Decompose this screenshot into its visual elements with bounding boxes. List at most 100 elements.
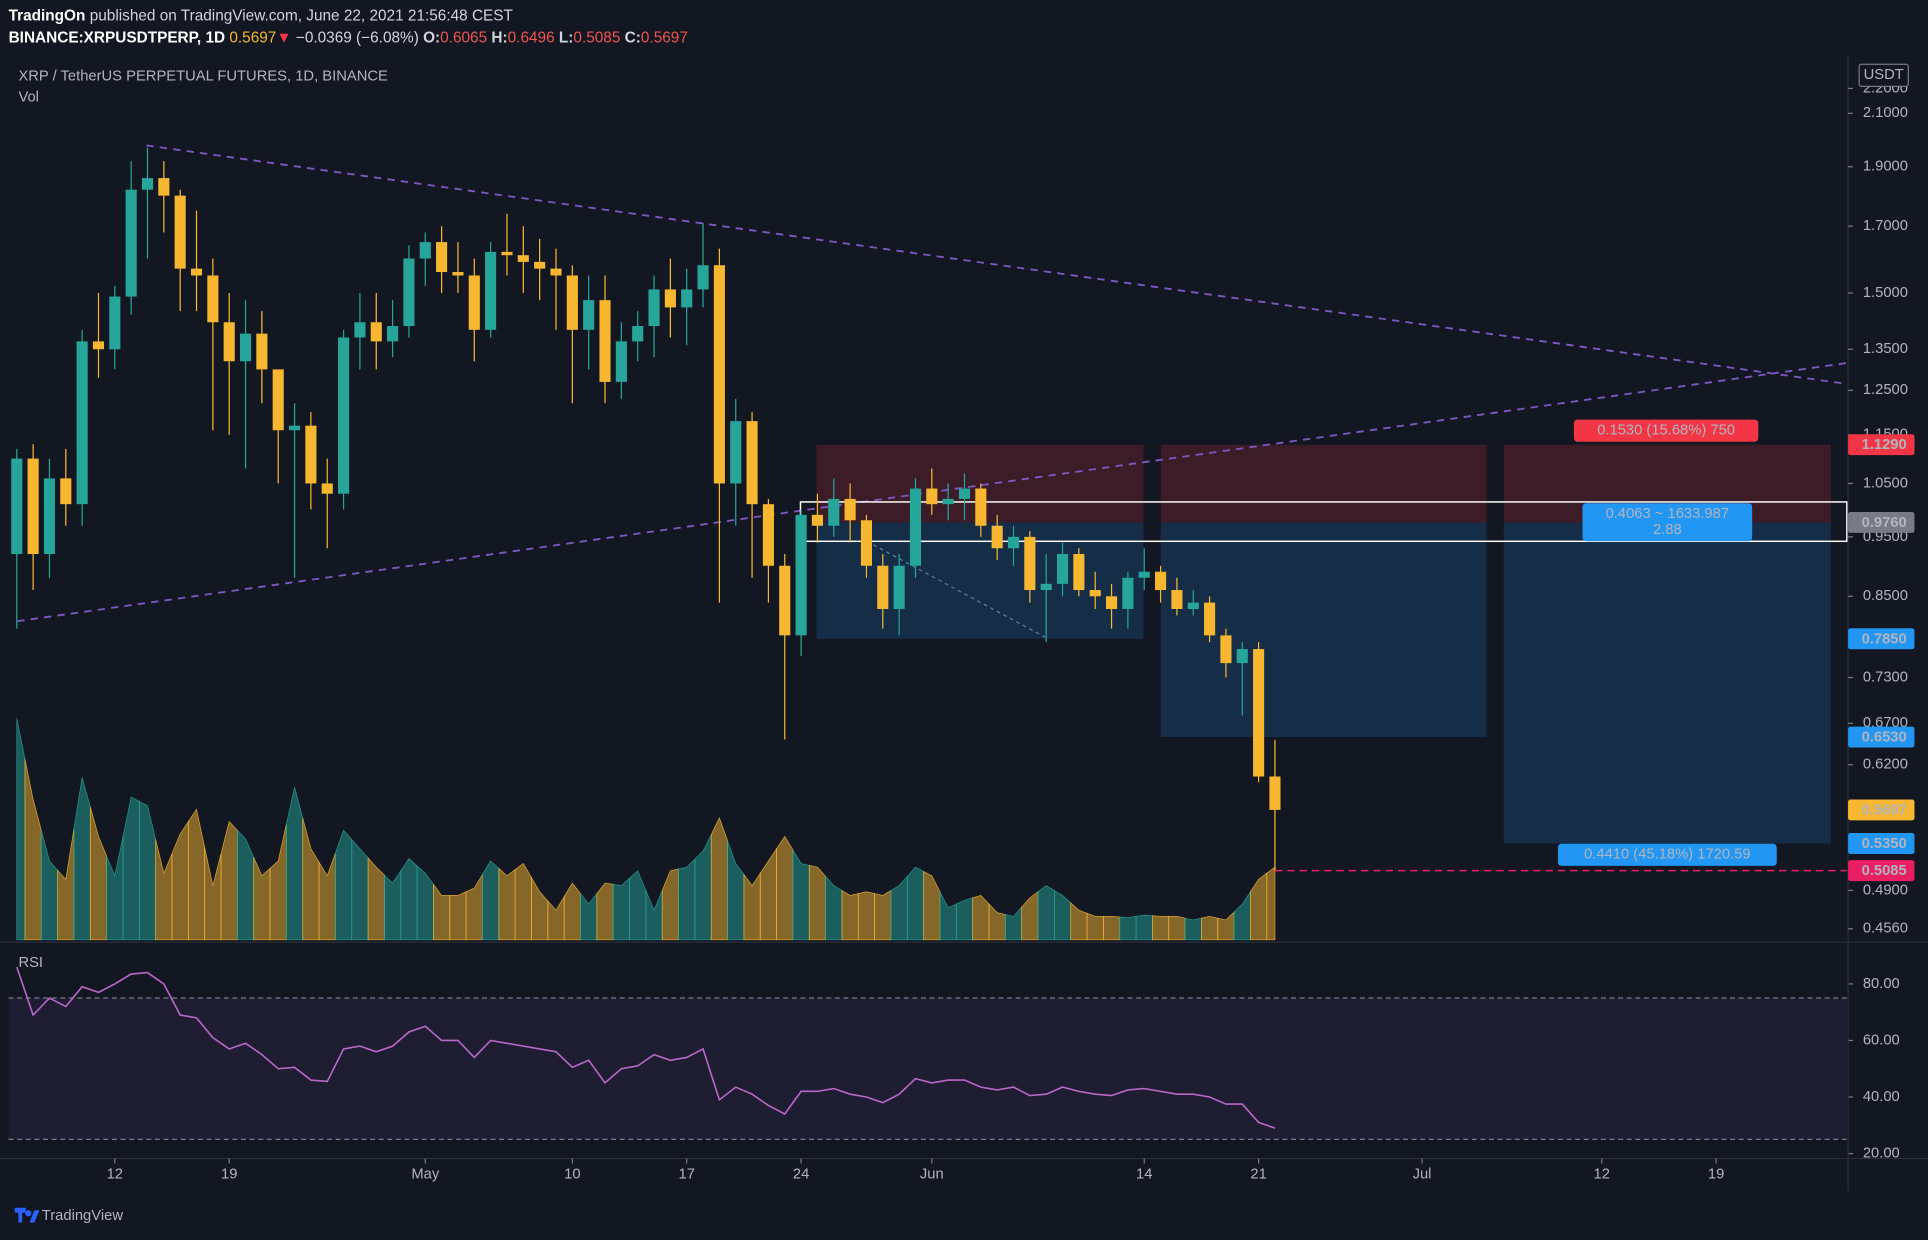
volume-area xyxy=(16,718,26,941)
volume-area xyxy=(808,864,826,941)
rsi-legend: RSI xyxy=(18,955,43,971)
volume-area xyxy=(1184,917,1202,941)
volume-area xyxy=(204,847,222,941)
volume-area xyxy=(874,889,892,941)
candle-body xyxy=(681,289,693,308)
y-tick-label: 0.6200 xyxy=(1863,757,1908,773)
candle-body xyxy=(615,341,627,382)
candle-body xyxy=(125,189,137,297)
candle-body xyxy=(1269,776,1281,810)
candle-body xyxy=(1253,649,1265,777)
candle-body xyxy=(141,178,154,190)
candle-body xyxy=(354,322,366,338)
annotation-text: 0.1530 (15.68%) 750 xyxy=(1597,423,1735,439)
volume-area xyxy=(433,883,451,941)
price-badges: USDT 1.1290 0.9760 0.7850 0.6530 0.5697 0.535… xyxy=(1848,63,1915,882)
currency: USDT xyxy=(1864,67,1904,83)
volume-area xyxy=(1086,912,1104,941)
rsi-tick-label: 20.00 xyxy=(1863,1145,1900,1161)
volume-area xyxy=(1168,915,1186,941)
price-badge xyxy=(1848,512,1915,533)
brand: TradingView xyxy=(42,1208,124,1224)
y-tick-label: 1.3500 xyxy=(1863,341,1908,357)
candle-body xyxy=(877,565,889,609)
volume-area xyxy=(1119,915,1137,941)
annotation-text: 0.4063 ~ 1633.987 xyxy=(1606,506,1729,522)
annotations: 0.1530 (15.68%) 750 0.4063 ~ 1633.9872.88… xyxy=(1557,419,1777,866)
candle-body xyxy=(1155,571,1167,591)
candle-body xyxy=(1089,590,1101,597)
annotation-text: 2.88 xyxy=(1653,522,1682,538)
annotation-box xyxy=(1582,503,1753,542)
logo xyxy=(14,1207,40,1223)
volume-area xyxy=(73,777,91,941)
y-tick-label: 0.4900 xyxy=(1863,882,1908,898)
candle-body xyxy=(975,488,987,526)
currency-box xyxy=(1858,63,1909,87)
volume-area xyxy=(1152,915,1170,941)
candle-body xyxy=(1105,596,1118,609)
author: TradingOn xyxy=(9,7,86,24)
volume-area xyxy=(24,758,42,941)
volume-area xyxy=(661,868,679,941)
rsi-tick-label: 60.00 xyxy=(1863,1032,1900,1048)
candle-body xyxy=(1138,571,1150,578)
volume-area xyxy=(759,847,777,941)
candle-body xyxy=(1024,536,1036,591)
volume-area xyxy=(40,830,58,941)
candle-body xyxy=(713,265,725,484)
x-tick-label: Jun xyxy=(920,1166,944,1182)
volume-area xyxy=(906,866,925,941)
volume-area xyxy=(857,891,875,941)
volume-area xyxy=(1070,901,1088,941)
candle-body xyxy=(239,333,252,362)
candle-body xyxy=(289,425,301,431)
price-badge xyxy=(1848,726,1915,748)
volume-area xyxy=(122,796,140,941)
volume-area xyxy=(629,870,647,941)
volume-area xyxy=(236,829,255,941)
x-tick-label: 24 xyxy=(793,1166,809,1182)
rsi-tick-label: 80.00 xyxy=(1863,976,1900,992)
ohlc-value: 0.5697 xyxy=(641,29,688,46)
price-badge-label: 0.7850 xyxy=(1862,631,1907,647)
volume-area xyxy=(1021,891,1039,941)
target-zone xyxy=(1503,522,1831,844)
volume-area xyxy=(106,836,124,941)
y-tick-label: 1.5000 xyxy=(1863,285,1908,301)
candle-body xyxy=(1007,536,1020,549)
position-layer xyxy=(816,444,1831,844)
volume-area xyxy=(1135,914,1153,941)
candle-body xyxy=(92,341,105,350)
candle-body xyxy=(76,341,88,505)
candle-body xyxy=(730,421,742,484)
candle-body xyxy=(43,478,56,555)
volume-area xyxy=(318,852,336,941)
candle-body xyxy=(534,261,546,269)
y-tick-label: 2.1000 xyxy=(1863,105,1908,121)
trend-line xyxy=(146,144,1847,385)
candle-body xyxy=(762,504,774,566)
candle-body xyxy=(1056,554,1069,584)
candle-body xyxy=(893,565,905,609)
price-badge xyxy=(1848,799,1915,821)
candle-body xyxy=(223,322,235,362)
candle-body xyxy=(844,498,856,521)
annotation-box xyxy=(1573,419,1759,442)
candles xyxy=(11,147,1847,872)
symbol: BINANCE:XRPUSDTPERP, 1D xyxy=(9,29,226,46)
volume-area xyxy=(531,876,549,941)
x-tick-label: 10 xyxy=(564,1166,580,1182)
ohlc-value: 0.5085 xyxy=(573,29,620,46)
x-tick-label: 19 xyxy=(221,1166,237,1182)
candle-body xyxy=(958,488,971,499)
candle-body xyxy=(697,265,709,290)
ohlc-key: C: xyxy=(625,29,641,46)
volume-area xyxy=(939,891,957,941)
price-badge-label: 0.5085 xyxy=(1862,863,1907,879)
volume-area xyxy=(743,872,761,941)
volume-area xyxy=(1053,889,1072,941)
last-price: 0.5697 xyxy=(229,29,276,46)
